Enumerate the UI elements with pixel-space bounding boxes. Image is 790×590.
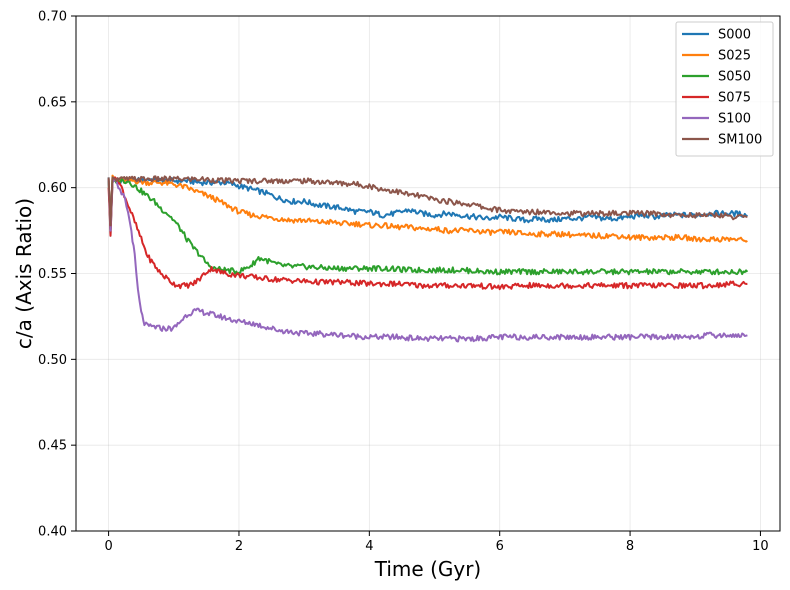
x-tick-label: 8 — [626, 539, 634, 554]
legend-label: S100 — [718, 112, 751, 127]
y-tick-label: 0.50 — [38, 353, 67, 368]
x-tick-label: 6 — [496, 539, 504, 554]
legend-label: SM100 — [718, 133, 762, 148]
series-line-sm100 — [107, 175, 748, 227]
series-line-s025 — [107, 174, 748, 243]
x-tick-label: 4 — [365, 539, 373, 554]
legend-label: S025 — [718, 49, 751, 64]
y-tick-label: 0.60 — [38, 181, 67, 196]
y-axis-title: c/a (Axis Ratio) — [12, 198, 36, 349]
x-tick-label: 0 — [104, 539, 112, 554]
y-tick-label: 0.40 — [38, 525, 67, 540]
y-tick-label: 0.55 — [38, 267, 67, 282]
y-tick-label: 0.45 — [38, 439, 67, 454]
y-tick-label: 0.65 — [38, 95, 67, 110]
legend-label: S050 — [718, 70, 751, 85]
x-axis-title: Time (Gyr) — [374, 557, 481, 581]
ticks: 0 2 4 6 8 10 0.40 0.45 0.50 0.55 0.60 0.65 0.70 — [38, 10, 769, 555]
series-group — [107, 174, 749, 343]
series-line-s075 — [107, 176, 748, 291]
x-tick-label: 2 — [235, 539, 243, 554]
series-line-s100 — [107, 178, 748, 343]
legend-label: S075 — [718, 91, 751, 106]
y-tick-label: 0.70 — [38, 10, 67, 25]
x-tick-label: 10 — [752, 539, 769, 554]
legend-label: S000 — [718, 28, 751, 43]
series-line-s050 — [107, 176, 749, 276]
legend: S000 S025 S050 S075 S100 SM100 — [675, 21, 774, 157]
